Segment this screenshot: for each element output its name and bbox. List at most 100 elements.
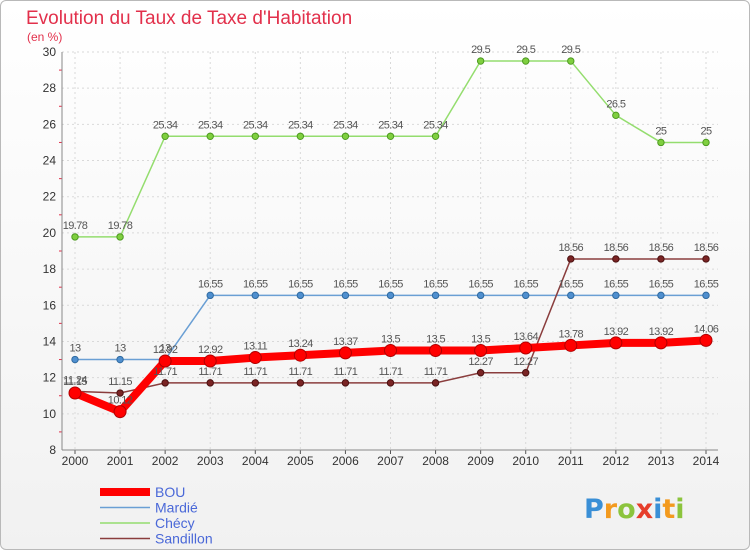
data-point bbox=[341, 291, 350, 300]
data-label: 11.71 bbox=[243, 366, 267, 378]
data-label: 25.34 bbox=[423, 119, 448, 131]
data-point bbox=[699, 333, 713, 347]
data-label: 16.55 bbox=[468, 278, 493, 290]
x-tick-label: 2013 bbox=[648, 454, 675, 468]
data-label: 18.56 bbox=[559, 242, 584, 254]
data-point bbox=[702, 138, 710, 147]
data-label: 13.64 bbox=[513, 331, 538, 343]
data-point bbox=[296, 291, 305, 300]
data-point bbox=[71, 355, 79, 364]
data-point bbox=[657, 255, 665, 263]
data-label: 18.56 bbox=[694, 242, 719, 254]
data-label: 26.5 bbox=[606, 98, 625, 110]
y-tick-label: 8 bbox=[49, 443, 56, 457]
x-tick-label: 2004 bbox=[242, 454, 269, 468]
data-point bbox=[476, 57, 485, 65]
data-label: 25 bbox=[655, 125, 667, 137]
legend-label: Mardié bbox=[155, 500, 198, 516]
x-tick-label: 2014 bbox=[693, 454, 720, 468]
data-label: 13.11 bbox=[243, 341, 267, 353]
data-label: 16.55 bbox=[198, 278, 223, 290]
data-label: 11.71 bbox=[198, 366, 222, 378]
data-label: 13.37 bbox=[333, 336, 358, 348]
data-point bbox=[564, 338, 578, 352]
data-point bbox=[113, 405, 127, 419]
data-point bbox=[386, 291, 395, 300]
series-layer bbox=[68, 57, 713, 419]
y-tick-label: 28 bbox=[43, 81, 57, 95]
data-point bbox=[296, 379, 305, 387]
data-point bbox=[431, 379, 440, 387]
data-label: 25.34 bbox=[198, 119, 223, 131]
data-label: 13.78 bbox=[559, 328, 584, 340]
data-label: 14.06 bbox=[694, 323, 719, 335]
x-tick-label: 2011 bbox=[558, 454, 584, 468]
data-point bbox=[68, 386, 82, 400]
data-point bbox=[206, 291, 214, 300]
data-label: 25.34 bbox=[333, 119, 358, 131]
logo-letter: i bbox=[653, 494, 662, 525]
chart-subtitle: (en %) bbox=[27, 30, 62, 44]
data-point bbox=[203, 354, 217, 368]
data-label: 18.56 bbox=[604, 242, 629, 254]
data-point bbox=[386, 132, 395, 141]
data-point bbox=[657, 138, 665, 147]
data-point bbox=[251, 132, 259, 141]
data-point bbox=[474, 344, 488, 357]
logo-letter: t bbox=[662, 494, 675, 525]
x-tick-label: 2002 bbox=[152, 454, 179, 468]
data-point bbox=[476, 369, 485, 377]
logo-letter: r bbox=[604, 494, 618, 525]
x-tick-label: 2007 bbox=[377, 454, 404, 468]
logo-letter: P bbox=[584, 494, 604, 525]
data-point bbox=[296, 132, 305, 141]
y-tick-label: 26 bbox=[43, 117, 57, 131]
data-point bbox=[519, 341, 533, 355]
data-point bbox=[293, 348, 307, 362]
data-point bbox=[702, 255, 710, 263]
logo-letter: o bbox=[617, 494, 636, 525]
data-label: 13 bbox=[69, 343, 81, 355]
data-point bbox=[522, 57, 530, 65]
data-point bbox=[431, 132, 440, 141]
data-point bbox=[116, 355, 124, 364]
data-label: 25.34 bbox=[153, 119, 178, 131]
y-tick-label: 10 bbox=[43, 407, 57, 421]
data-point bbox=[522, 369, 530, 377]
data-point bbox=[567, 57, 575, 65]
data-point bbox=[251, 291, 259, 300]
data-label: 16.55 bbox=[604, 278, 629, 290]
y-tick-label: 24 bbox=[43, 154, 57, 168]
data-label: 16.55 bbox=[559, 278, 584, 290]
data-label: 16.55 bbox=[243, 278, 268, 290]
data-label: 12.27 bbox=[468, 356, 493, 368]
x-tick-label: 2006 bbox=[332, 454, 359, 468]
data-label: 25.34 bbox=[378, 119, 403, 131]
axes: 8 10 12 14 16 18 20 22 24 26 28 30 2000 2001 2002 2003 2… bbox=[43, 45, 720, 468]
data-label: 13.5 bbox=[471, 334, 490, 346]
data-label: 16.55 bbox=[649, 278, 674, 290]
x-tick-label: 2010 bbox=[512, 454, 539, 468]
data-point bbox=[386, 379, 395, 387]
data-label: 13.92 bbox=[604, 326, 629, 338]
data-label: 16.55 bbox=[513, 278, 538, 290]
data-label: 11.15 bbox=[108, 376, 132, 388]
data-point bbox=[609, 336, 623, 350]
data-label: 11.71 bbox=[424, 366, 448, 378]
y-tick-label: 12 bbox=[43, 371, 57, 385]
data-point bbox=[567, 291, 575, 300]
data-label: 12.92 bbox=[153, 344, 178, 356]
data-point bbox=[612, 111, 620, 120]
data-label: 11.71 bbox=[334, 366, 358, 378]
data-label: 19.78 bbox=[108, 220, 133, 232]
data-point bbox=[476, 291, 485, 300]
y-tick-label: 30 bbox=[43, 45, 57, 59]
data-point bbox=[429, 344, 443, 357]
data-label: 16.55 bbox=[423, 278, 448, 290]
data-point bbox=[612, 291, 620, 300]
legend-label: Chécy bbox=[155, 515, 195, 531]
data-point bbox=[248, 351, 262, 365]
data-point bbox=[251, 379, 259, 387]
